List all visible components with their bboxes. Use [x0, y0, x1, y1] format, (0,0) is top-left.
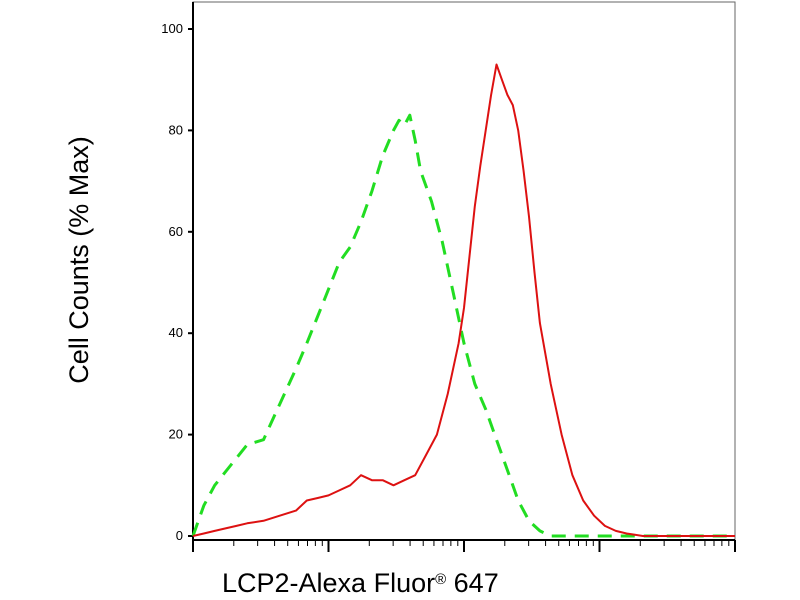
- plot-frame: [192, 1, 736, 541]
- y-tick-label: 0: [176, 528, 183, 543]
- x-axis-label-suffix: 647: [446, 568, 499, 598]
- x-axis-label-registered-mark: ®: [435, 571, 446, 588]
- y-tick-label: 20: [169, 427, 183, 442]
- y-axis-label: Cell Counts (% Max): [64, 136, 94, 384]
- series-dashed-green-line: [191, 113, 735, 538]
- series-solid-red-line: [192, 63, 735, 537]
- y-tick-label: 80: [169, 122, 183, 137]
- x-axis-ticks: [192, 540, 736, 552]
- x-axis-label: LCP2-Alexa Fluor® 647: [222, 568, 499, 598]
- y-tick-label: 60: [169, 224, 183, 239]
- x-axis-label-main: LCP2-Alexa Fluor: [222, 568, 435, 598]
- y-axis-ticks: 0 20 40 60 80 100: [161, 21, 193, 543]
- y-tick-label: 100: [161, 21, 183, 36]
- series-layer: [191, 63, 735, 538]
- y-tick-label: 40: [169, 325, 183, 340]
